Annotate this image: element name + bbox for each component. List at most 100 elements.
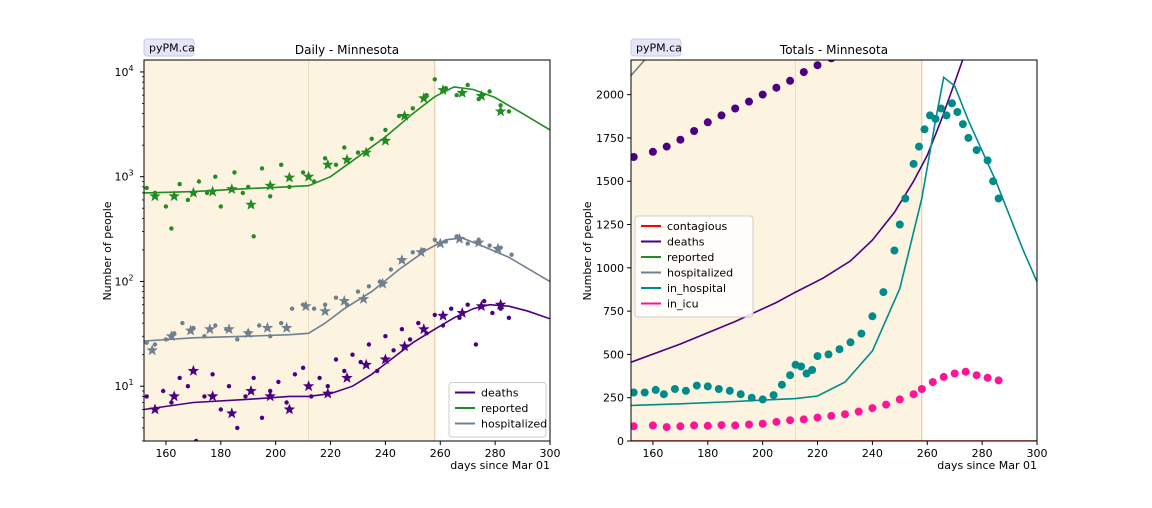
totals-in-icu-point-18 [882, 400, 891, 409]
daily-legend: deaths reported hospitalized [448, 382, 547, 438]
daily-deaths-point-0 [144, 394, 149, 399]
daily-deaths-point-9 [218, 407, 223, 412]
totals-in-icu-point-3 [676, 422, 685, 431]
daily-deaths-point-14 [259, 415, 265, 420]
daily-hospitalized-point-23 [388, 267, 394, 272]
daily-reported-weekly-star-10 [341, 153, 353, 165]
totals-ylabel: Number of people [581, 201, 594, 300]
daily-deaths-model-curve [144, 303, 550, 411]
totals-hospitalized-model-curve [631, 60, 646, 77]
daily-reported-weekly-star-18 [494, 105, 507, 117]
daily-deaths-weekly-star-3 [206, 390, 219, 402]
daily-reported-point-18 [300, 170, 306, 175]
daily-reported-weekly-star-8 [302, 170, 315, 182]
daily-deaths-point-27 [366, 342, 372, 347]
daily-reported-point-14 [259, 166, 265, 171]
totals-deaths-point-6 [717, 111, 726, 120]
daily-deaths-point-37 [449, 306, 454, 311]
totals-in-hospital-point-40 [964, 133, 973, 142]
totals-legend-label-in-icu: in_icu [667, 298, 699, 311]
daily-hospitalized-point-18 [333, 295, 339, 300]
daily-reported-point-4 [177, 181, 182, 187]
daily-reported-weekly-star-16 [456, 87, 468, 98]
totals-xtick-label-2: 200 [752, 447, 773, 460]
daily-deaths-point-13 [251, 375, 256, 381]
daily-deaths-point-23 [333, 357, 339, 362]
daily-plot-frame [143, 59, 551, 442]
daily-reported-point-36 [506, 109, 512, 114]
daily-reported-point-31 [454, 93, 459, 98]
daily-hospitalized-model-curve [144, 237, 550, 342]
totals-in-icu-point-4 [690, 421, 699, 430]
totals-in-hospital-point-35 [937, 104, 945, 113]
daily-deaths-point-17 [284, 400, 289, 405]
daily-panel: 160 180 200 220 240 260 280 300 101 102 103 104 py… [101, 38, 561, 472]
totals-in-hospital-point-37 [948, 99, 956, 108]
daily-hospitalized-point-27 [432, 237, 437, 242]
daily-deaths-point-12 [243, 394, 248, 399]
daily-deaths-weekly-star-10 [341, 371, 353, 383]
daily-hospitalized-weekly-star-2 [184, 324, 197, 336]
daily-deaths-point-30 [391, 348, 396, 353]
totals-in-hospital-point-12 [758, 395, 767, 404]
totals-ytick-label-1: 250 [603, 392, 624, 405]
daily-deaths-weekly-star-9 [322, 387, 334, 399]
totals-in-icu-point-8 [745, 420, 753, 429]
totals-deaths-point-5 [703, 118, 712, 127]
daily-deaths-point-10 [226, 384, 232, 389]
daily-reported-point-27 [410, 106, 415, 111]
totals-in-hospital-point-6 [692, 381, 701, 390]
totals-in-icu-point-19 [895, 395, 904, 404]
daily-reported-point-8 [213, 174, 218, 179]
daily-hospitalized-weekly-star-13 [396, 254, 408, 265]
totals-in-icu-point-7 [731, 421, 740, 430]
totals-in-icu-point-11 [786, 416, 795, 425]
daily-reported-point-20 [322, 156, 328, 161]
daily-deaths-weekly-star-2 [187, 364, 200, 376]
totals-in-icu-point-25 [961, 367, 970, 376]
daily-hospitalized-point-1 [152, 342, 158, 347]
totals-deaths-point-7 [731, 104, 740, 113]
totals-ytick-label-3: 750 [603, 305, 624, 318]
totals-deaths-point-11 [786, 76, 795, 85]
daily-deaths-point-42 [490, 310, 495, 316]
daily-legend-label-hospitalized: hospitalized [481, 418, 547, 431]
totals-deaths-point-13 [813, 61, 822, 70]
totals-in-icu-point-16 [854, 407, 863, 416]
daily-reported-point-0 [144, 185, 149, 191]
daily-reported-weekly-star-0 [149, 190, 161, 202]
totals-xtick-label-4: 240 [862, 447, 883, 460]
totals-deaths-point-12 [799, 68, 808, 77]
totals-in-icu-point-27 [983, 373, 992, 382]
daily-reported-weekly-star-3 [206, 185, 219, 197]
totals-in-hospital-point-4 [670, 385, 679, 393]
daily-hospitalized-weekly-star-12 [377, 277, 389, 289]
daily-xtick-label-3: 220 [320, 447, 341, 460]
totals-in-hospital-point-15 [786, 371, 795, 380]
daily-reported-weekly-star-11 [360, 146, 372, 158]
totals-xtick-label-0: 160 [642, 447, 663, 460]
totals-in-hospital-point-26 [879, 288, 888, 297]
totals-in-icu-point-9 [758, 419, 767, 428]
daily-deaths-point-41 [482, 298, 487, 304]
totals-deaths-point-14 [827, 60, 835, 63]
daily-deaths-weekly-star-13 [398, 340, 411, 352]
totals-in-hospital-point-3 [659, 390, 668, 399]
totals-legend: contagious deaths reported hospitalized in_h… [634, 215, 754, 318]
daily-hospitalized-weekly-star-14 [415, 246, 427, 258]
totals-xtick-label-1: 180 [697, 447, 718, 460]
daily-deaths-point-39 [465, 302, 470, 307]
daily-hospitalized-weekly-star-17 [473, 236, 485, 248]
daily-deaths-point-6 [193, 438, 199, 441]
daily-reported-point-16 [279, 162, 284, 167]
daily-deaths-point-33 [416, 320, 421, 326]
daily-deaths-weekly-star-1 [168, 390, 180, 402]
totals-in-icu-point-12 [799, 415, 808, 424]
daily-hospitalized-weekly-star-1 [165, 330, 178, 342]
daily-hospitalized-weekly-star-0 [146, 344, 158, 356]
daily-deaths-point-8 [210, 372, 215, 377]
totals-in-icu-point-17 [868, 404, 877, 413]
totals-in-hospital-point-5 [681, 386, 690, 395]
totals-ytick-label-8: 2000 [596, 89, 624, 102]
totals-in-icu-point-26 [972, 371, 981, 380]
